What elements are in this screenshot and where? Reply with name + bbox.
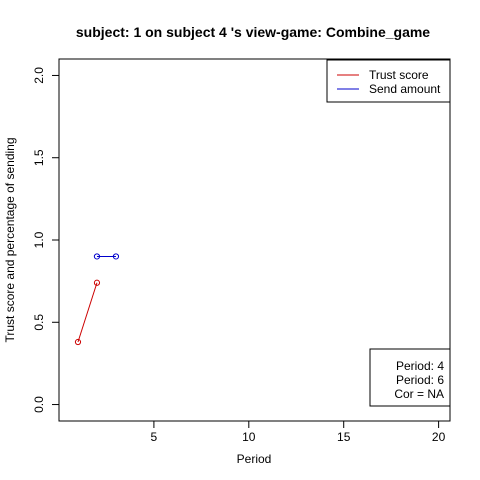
x-axis-label: Period (237, 452, 272, 466)
info-line-correlation: Cor = NA (394, 387, 444, 401)
x-tick-label: 5 (151, 430, 158, 444)
info-line-period-a: Period: 4 (396, 359, 444, 373)
info-box-frame (369, 348, 451, 407)
x-tick-label: 10 (242, 430, 256, 444)
y-tick-label: 0.0 (32, 396, 46, 413)
series-layer (74, 253, 120, 346)
legend-label-send-amount: Send amount (369, 82, 441, 96)
y-tick-label: 0.5 (32, 314, 46, 331)
x-tick-label: 15 (337, 430, 351, 444)
y-tick-label: 1.0 (32, 231, 46, 248)
x-tick-label: 20 (432, 430, 446, 444)
series-0-point (93, 279, 101, 286)
y-tick-label: 2.0 (32, 67, 46, 84)
legend: Trust score Send amount (326, 59, 451, 103)
legend-box (326, 59, 451, 103)
series-line-0 (77, 282, 98, 343)
y-tick-label: 1.5 (32, 149, 46, 166)
series-0-point (74, 338, 82, 346)
legend-label-trust-score: Trust score (369, 68, 429, 82)
chart-title: subject: 1 on subject 4 's view-game: Co… (76, 24, 430, 40)
info-line-period-b: Period: 6 (396, 373, 444, 387)
series-1-point (93, 253, 101, 260)
y-axis-label: Trust score and percentage of sending (3, 137, 17, 342)
x-axis: 5 10 15 20 (151, 421, 446, 444)
series-1-point (112, 253, 120, 260)
y-axis: 0.0 0.5 1.0 1.5 2.0 (32, 67, 59, 413)
info-box: Period: 4 Period: 6 Cor = NA (369, 348, 451, 407)
